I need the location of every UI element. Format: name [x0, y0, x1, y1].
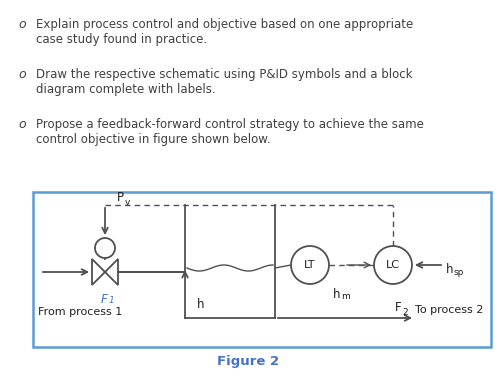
Text: diagram complete with labels.: diagram complete with labels.: [36, 83, 216, 96]
Text: Figure 2: Figure 2: [217, 355, 279, 368]
Text: LC: LC: [386, 260, 400, 270]
Text: F: F: [395, 301, 401, 314]
Text: To process 2: To process 2: [415, 305, 484, 315]
Text: sp: sp: [454, 268, 464, 277]
Text: F: F: [101, 293, 108, 306]
Text: Explain process control and objective based on one appropriate: Explain process control and objective ba…: [36, 18, 413, 31]
Text: o: o: [18, 68, 26, 81]
Circle shape: [291, 246, 329, 284]
Text: Draw the respective schematic using P&ID symbols and a block: Draw the respective schematic using P&ID…: [36, 68, 412, 81]
Text: h: h: [197, 298, 205, 311]
Text: From process 1: From process 1: [38, 307, 122, 317]
Text: control objective in figure shown below.: control objective in figure shown below.: [36, 133, 270, 146]
Text: LT: LT: [304, 260, 316, 270]
Text: case study found in practice.: case study found in practice.: [36, 33, 207, 46]
Text: h: h: [333, 288, 341, 301]
Circle shape: [95, 238, 115, 258]
Bar: [33, 192, 491, 347]
Circle shape: [374, 246, 412, 284]
Text: v: v: [125, 198, 130, 207]
Text: 1: 1: [109, 296, 115, 305]
Polygon shape: [105, 259, 118, 285]
Text: Propose a feedback-forward control strategy to achieve the same: Propose a feedback-forward control strat…: [36, 118, 424, 131]
Text: m: m: [341, 292, 350, 301]
Text: 2: 2: [402, 308, 408, 317]
Text: P: P: [117, 191, 124, 204]
Text: o: o: [18, 118, 26, 131]
Text: o: o: [18, 18, 26, 31]
Polygon shape: [92, 259, 105, 285]
Text: h: h: [446, 263, 454, 276]
